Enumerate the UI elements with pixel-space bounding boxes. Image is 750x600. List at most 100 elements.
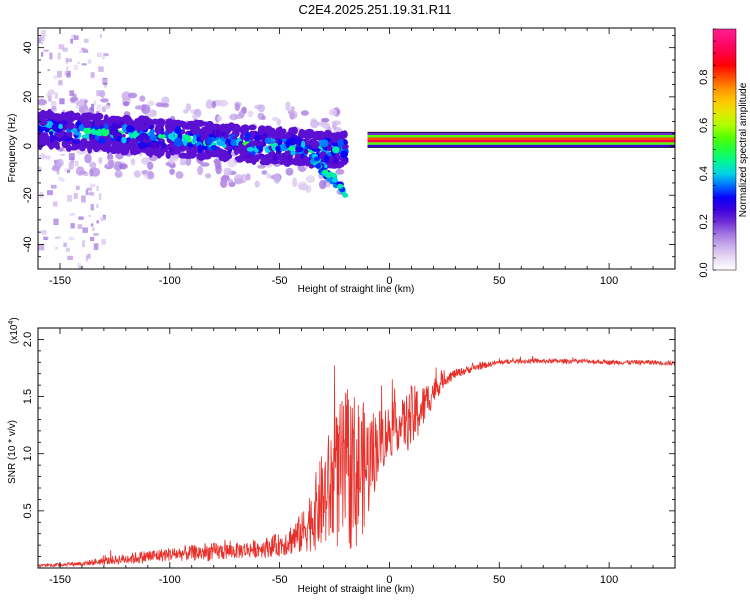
spectrogram-cell <box>84 153 92 164</box>
spectrogram-cell <box>77 224 83 229</box>
spectrogram-cell <box>313 156 320 162</box>
spectrogram-cell <box>295 146 304 153</box>
spectrogram-cell <box>74 160 79 167</box>
spectrogram-cell <box>138 141 146 150</box>
spectrogram-cell <box>367 139 675 143</box>
spectrogram-cell <box>67 255 73 260</box>
spectrogram-cell <box>49 52 53 60</box>
spectrogram-cell <box>121 114 132 123</box>
spectrogram-cell <box>69 90 75 96</box>
spectrogram-cell <box>264 137 272 145</box>
spectrogram-cell <box>320 117 330 123</box>
spectrogram-cell <box>99 33 102 38</box>
spectrogram-cell <box>367 144 675 148</box>
spectrogram-cell <box>275 145 281 152</box>
spectrogram-cell <box>126 143 131 149</box>
spectrogram-cell <box>103 114 109 124</box>
spectrogram-cell <box>233 146 239 156</box>
spectrogram-cell <box>47 89 55 96</box>
spectrogram-cell <box>52 201 58 207</box>
spectrogram-cell <box>57 52 61 60</box>
spectrogram-x-tick-label: -100 <box>159 275 181 287</box>
spectrogram-x-label: Height of straight line (km) <box>298 284 415 295</box>
spectrogram-cell <box>220 149 229 158</box>
spectrogram-cell <box>58 123 63 129</box>
spectrogram-cell <box>57 70 62 78</box>
snr-frame <box>37 327 676 569</box>
spectrogram-cell <box>247 110 254 118</box>
spectrogram-cell <box>185 103 192 111</box>
spectrogram-cell <box>90 237 95 242</box>
spectrogram-cell <box>96 90 101 97</box>
spectrogram-cell <box>292 177 298 188</box>
spectrogram-cell <box>88 214 91 218</box>
spectrogram-cell <box>51 107 57 112</box>
spectrogram-cell <box>103 104 111 110</box>
spectrogram-cell <box>122 124 128 133</box>
snr-x-tick-label: 100 <box>600 574 618 586</box>
spectrogram-cell <box>98 66 104 72</box>
spectrogram-cell <box>91 103 95 110</box>
snr-y-tick-label: 1.5 <box>22 389 34 404</box>
spectrogram-cell <box>62 47 68 52</box>
spectrogram-cell <box>285 139 291 149</box>
spectrogram-cell <box>205 126 214 135</box>
spectrogram-cell <box>261 115 266 121</box>
spectrogram-cell <box>53 140 59 149</box>
spectrogram-cell <box>253 134 261 142</box>
spectrogram-cell <box>92 227 95 231</box>
spectrogram-cell <box>53 75 58 80</box>
spectrogram-cell <box>69 97 76 103</box>
spectrogram-cell <box>71 34 76 41</box>
spectrogram-cell <box>285 101 291 111</box>
spectrogram-cell <box>254 180 260 188</box>
spectrogram-cell <box>257 164 266 169</box>
spectrogram-cell <box>125 125 135 133</box>
spectrogram-cell <box>259 155 264 160</box>
spectrogram-cell <box>229 113 239 121</box>
spectrogram-cell <box>167 133 175 140</box>
spectrogram-cell <box>91 223 94 227</box>
spectrogram-cell <box>96 203 99 208</box>
spectrogram-cell <box>83 127 94 135</box>
spectrogram-cell <box>137 115 147 124</box>
spectrogram-cell <box>271 116 279 122</box>
spectrogram-cell <box>45 155 51 160</box>
spectrogram-cell <box>257 104 266 113</box>
spectrogram-cell <box>77 61 81 64</box>
spectrogram-cell <box>216 115 223 122</box>
spectrogram-cell <box>66 70 71 78</box>
spectrogram-cell <box>84 112 94 121</box>
spectrogram-cell <box>200 121 211 126</box>
spectrogram-frame <box>37 27 676 270</box>
spectrogram-cell <box>47 95 53 102</box>
spectrogram-cell <box>102 79 108 83</box>
snr-y-multiplier-suffix: ) <box>9 317 20 320</box>
spectrogram-cell <box>86 187 92 191</box>
spectrogram-cell <box>278 126 283 133</box>
spectrogram-cell <box>43 49 49 52</box>
spectrogram-cell <box>70 223 75 229</box>
spectrogram-cell <box>204 173 212 179</box>
spectrogram-cell <box>73 35 79 40</box>
spectrogram-cell <box>290 106 295 112</box>
spectrogram-cell <box>51 123 61 132</box>
spectrogram-cell <box>49 111 54 120</box>
spectrogram-cell <box>210 144 218 151</box>
spectrogram-cell <box>122 101 130 107</box>
spectrogram-cell <box>264 154 270 161</box>
spectrogram-cell <box>39 153 46 160</box>
spectrogram-cell <box>38 244 45 251</box>
spectrogram-y-tick-label: 40 <box>22 42 34 54</box>
spectrogram-cell <box>340 130 345 138</box>
spectrogram-cell <box>328 108 338 116</box>
spectrogram-cell <box>335 168 345 175</box>
spectrogram-cell <box>367 142 675 145</box>
spectrogram-cell <box>165 150 171 159</box>
spectrogram-cell <box>155 124 162 130</box>
spectrogram-cell <box>216 140 226 147</box>
spectrogram-cell <box>310 119 319 129</box>
spectrogram-cell <box>90 204 94 211</box>
spectrogram-cell <box>103 85 107 88</box>
spectrogram-cells <box>38 30 675 269</box>
